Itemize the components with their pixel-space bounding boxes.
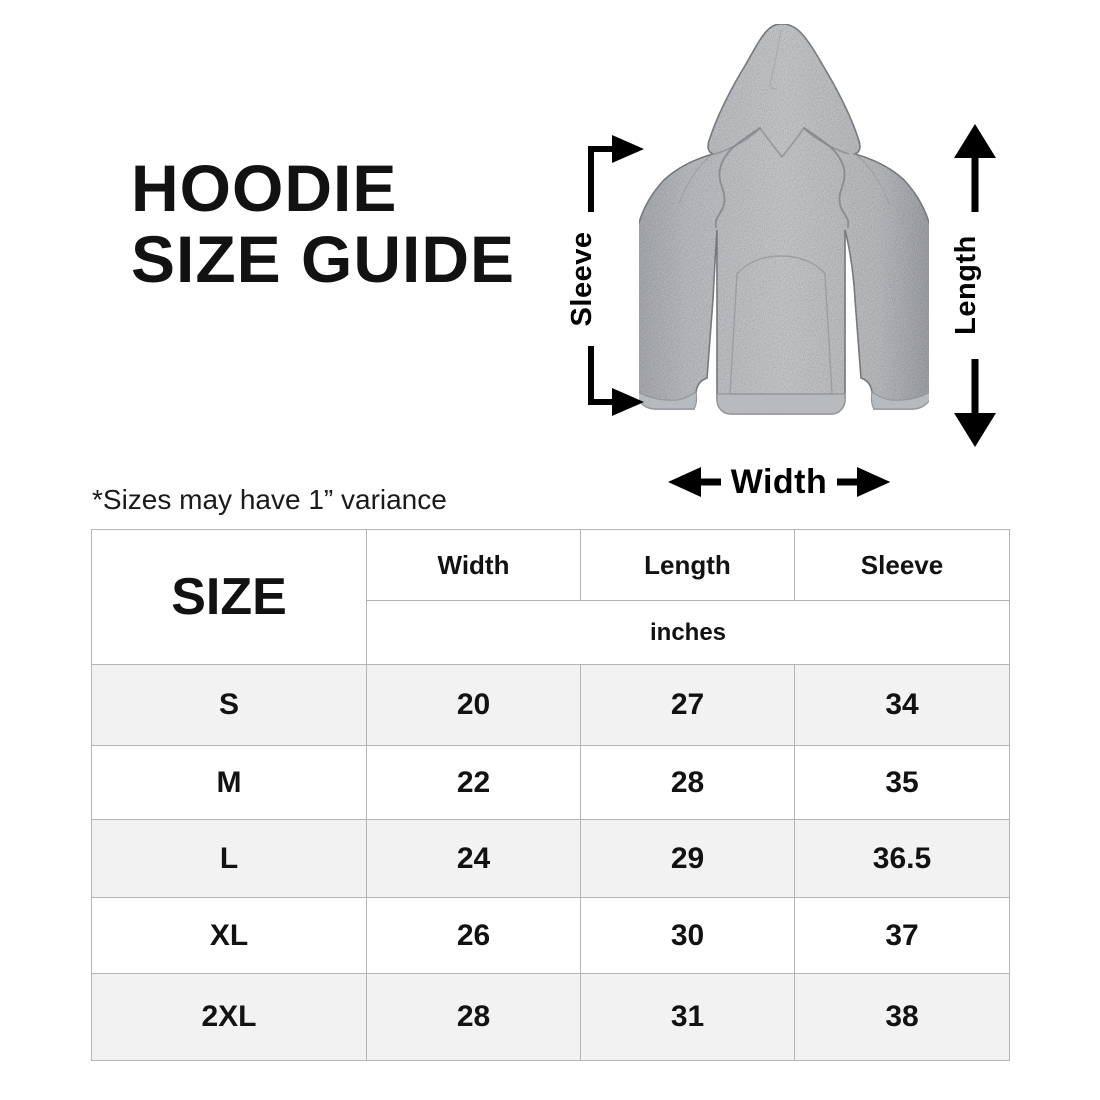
svg-text:Width: Width (730, 463, 827, 501)
svg-text:Length: Length (950, 235, 982, 335)
svg-text:Sleeve: Sleeve (566, 232, 598, 327)
